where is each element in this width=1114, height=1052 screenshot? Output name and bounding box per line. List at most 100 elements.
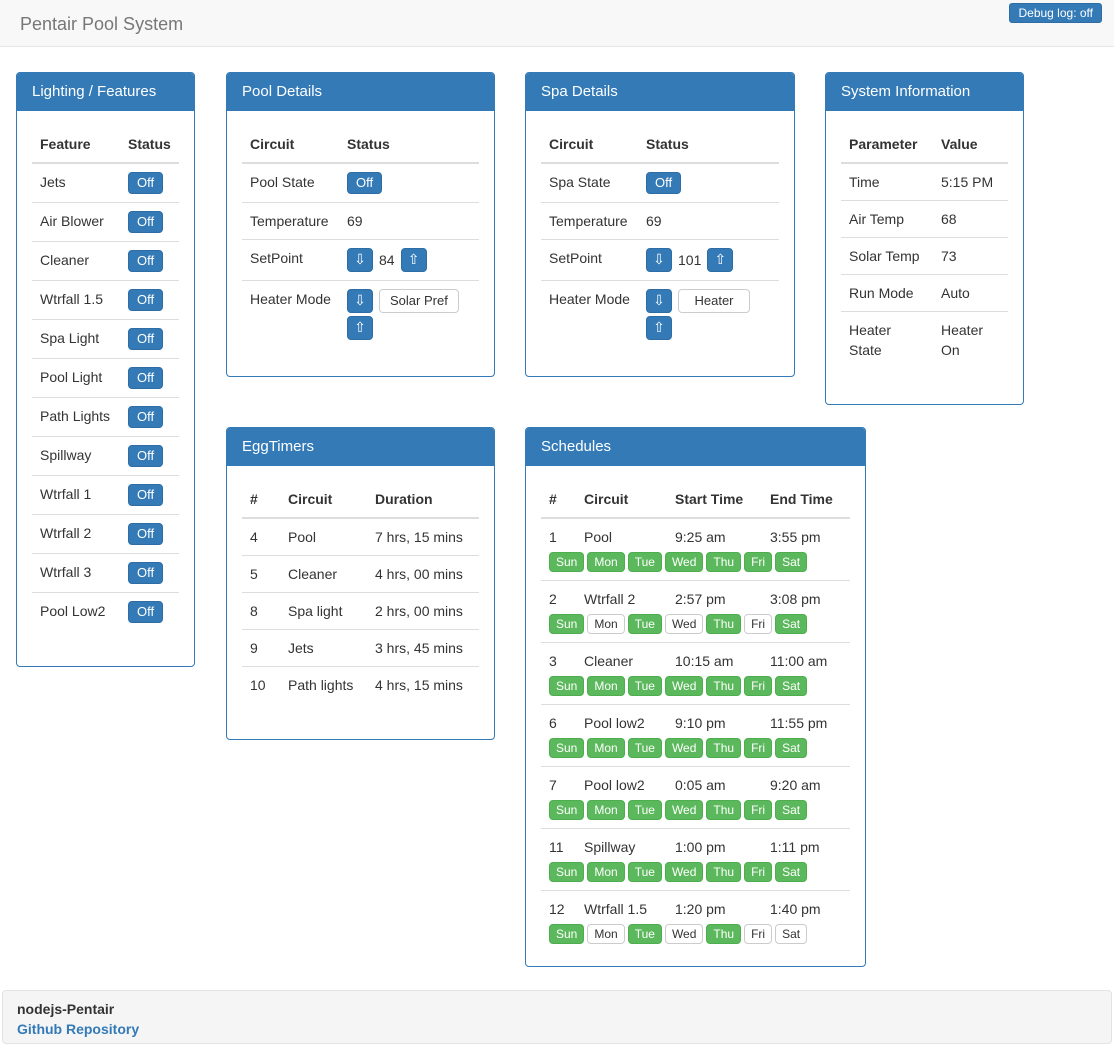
day-badge-wed[interactable]: Wed bbox=[664, 614, 704, 634]
eggtimer-id: 8 bbox=[242, 592, 280, 630]
pool-heater-mode-previous-button[interactable]: ⇩ bbox=[347, 289, 373, 313]
day-badge-tue[interactable]: Tue bbox=[627, 862, 662, 882]
day-badge-thu[interactable]: Thu bbox=[706, 924, 742, 944]
schedule-start-time: 1:20 pm bbox=[675, 901, 726, 917]
pool-setpoint-decrease-button[interactable]: ⇩ bbox=[347, 248, 373, 272]
day-badge-tue[interactable]: Tue bbox=[627, 614, 662, 634]
day-badge-sun[interactable]: Sun bbox=[549, 738, 585, 758]
project-name: nodejs-Pentair bbox=[17, 1001, 115, 1017]
feature-label: Wtrfall 2 bbox=[32, 514, 120, 554]
day-badge-mon[interactable]: Mon bbox=[587, 552, 625, 572]
day-badge-wed[interactable]: Wed bbox=[664, 552, 704, 572]
day-badge-tue[interactable]: Tue bbox=[627, 924, 662, 944]
eggtimer-duration: 7 hrs, 15 mins bbox=[367, 517, 479, 556]
day-badge-fri[interactable]: Fri bbox=[744, 552, 773, 572]
spa-heater-mode-next-button[interactable]: ⇧ bbox=[646, 316, 672, 340]
day-badge-fri[interactable]: Fri bbox=[744, 862, 773, 882]
feature-status-button[interactable]: Off bbox=[128, 250, 164, 272]
spa-temperature-label: Temperature bbox=[541, 202, 638, 240]
pool-heater-mode-next-button[interactable]: ⇧ bbox=[347, 316, 373, 340]
schedule-circuit: Pool low2 bbox=[584, 715, 645, 731]
feature-status-button[interactable]: Off bbox=[128, 484, 164, 506]
day-badge-sun[interactable]: Sun bbox=[549, 862, 585, 882]
day-badge-wed[interactable]: Wed bbox=[664, 924, 704, 944]
pool-setpoint-label: SetPoint bbox=[242, 239, 339, 281]
feature-status-button[interactable]: Off bbox=[128, 445, 164, 467]
day-badge-wed[interactable]: Wed bbox=[664, 676, 704, 696]
day-badge-thu[interactable]: Thu bbox=[706, 800, 742, 820]
day-badge-mon[interactable]: Mon bbox=[587, 738, 625, 758]
feature-status-button[interactable]: Off bbox=[128, 406, 164, 428]
feature-status-button[interactable]: Off bbox=[128, 328, 164, 350]
day-badge-sun[interactable]: Sun bbox=[549, 800, 585, 820]
day-badge-tue[interactable]: Tue bbox=[627, 800, 662, 820]
parameter-value: Auto bbox=[933, 274, 1008, 312]
table-row: Pool Light Off bbox=[32, 358, 179, 398]
day-badge-wed[interactable]: Wed bbox=[664, 862, 704, 882]
day-badge-sat[interactable]: Sat bbox=[775, 800, 808, 820]
day-badge-wed[interactable]: Wed bbox=[664, 800, 704, 820]
schedule-circuit: Pool low2 bbox=[584, 777, 645, 793]
pool-state-toggle-button[interactable]: Off bbox=[347, 172, 383, 194]
spa-heater-mode-value-button[interactable]: Heater bbox=[678, 289, 750, 313]
day-badge-mon[interactable]: Mon bbox=[587, 614, 625, 634]
pool-setpoint-value: 84 bbox=[379, 252, 395, 268]
day-badge-thu[interactable]: Thu bbox=[706, 738, 742, 758]
day-badge-wed[interactable]: Wed bbox=[664, 738, 704, 758]
feature-status-button[interactable]: Off bbox=[128, 211, 164, 233]
day-badge-mon[interactable]: Mon bbox=[587, 800, 625, 820]
day-badge-sun[interactable]: Sun bbox=[549, 614, 585, 634]
day-badge-sat[interactable]: Sat bbox=[775, 676, 808, 696]
day-badge-sun[interactable]: Sun bbox=[549, 676, 585, 696]
day-badge-tue[interactable]: Tue bbox=[627, 738, 662, 758]
github-repository-link[interactable]: Github Repository bbox=[17, 1021, 140, 1037]
feature-status-button[interactable]: Off bbox=[128, 601, 164, 623]
day-badge-mon[interactable]: Mon bbox=[587, 676, 625, 696]
day-badge-sat[interactable]: Sat bbox=[775, 738, 808, 758]
eggtimers-table: # Circuit Duration 4 Pool 7 hrs, 15 mins bbox=[242, 481, 479, 703]
day-badge-sat[interactable]: Sat bbox=[775, 924, 808, 944]
feature-label: Spa Light bbox=[32, 319, 120, 359]
day-badge-thu[interactable]: Thu bbox=[706, 614, 742, 634]
day-badge-thu[interactable]: Thu bbox=[706, 862, 742, 882]
table-row: Air Blower Off bbox=[32, 202, 179, 242]
day-badge-sat[interactable]: Sat bbox=[775, 614, 808, 634]
day-badge-thu[interactable]: Thu bbox=[706, 552, 742, 572]
column-header-feature: Feature bbox=[32, 126, 120, 164]
day-badge-tue[interactable]: Tue bbox=[627, 552, 662, 572]
feature-status-button[interactable]: Off bbox=[128, 523, 164, 545]
day-badge-sun[interactable]: Sun bbox=[549, 552, 585, 572]
day-badge-fri[interactable]: Fri bbox=[744, 738, 773, 758]
day-badge-thu[interactable]: Thu bbox=[706, 676, 742, 696]
day-badge-sat[interactable]: Sat bbox=[775, 552, 808, 572]
day-badge-sat[interactable]: Sat bbox=[775, 862, 808, 882]
pool-heater-mode-value-button[interactable]: Solar Pref bbox=[379, 289, 459, 313]
pool-setpoint-increase-button[interactable]: ⇧ bbox=[400, 248, 427, 272]
debug-log-button[interactable]: Debug log: off bbox=[1009, 3, 1102, 23]
feature-status-button[interactable]: Off bbox=[128, 367, 164, 389]
eggtimer-circuit: Jets bbox=[280, 629, 367, 667]
feature-status-button[interactable]: Off bbox=[128, 172, 164, 194]
spa-setpoint-increase-button[interactable]: ⇧ bbox=[707, 248, 734, 272]
eggtimer-duration: 4 hrs, 00 mins bbox=[367, 555, 479, 593]
spa-state-toggle-button[interactable]: Off bbox=[646, 172, 682, 194]
day-badge-tue[interactable]: Tue bbox=[627, 676, 662, 696]
feature-status-button[interactable]: Off bbox=[128, 289, 164, 311]
feature-label: Spillway bbox=[32, 436, 120, 476]
day-badge-mon[interactable]: Mon bbox=[587, 862, 625, 882]
day-badge-fri[interactable]: Fri bbox=[744, 676, 773, 696]
day-badge-fri[interactable]: Fri bbox=[744, 800, 773, 820]
spa-setpoint-decrease-button[interactable]: ⇩ bbox=[646, 248, 672, 272]
feature-label: Wtrfall 3 bbox=[32, 553, 120, 593]
day-badge-sun[interactable]: Sun bbox=[549, 924, 585, 944]
pool-state-label: Pool State bbox=[242, 162, 339, 203]
eggtimer-circuit: Path lights bbox=[280, 666, 367, 703]
day-badge-fri[interactable]: Fri bbox=[744, 924, 773, 944]
column-header-duration: Duration bbox=[367, 481, 479, 519]
feature-status-button[interactable]: Off bbox=[128, 562, 164, 584]
schedule-row: 1 Pool 9:25 am 3:55 pm Sun Mon Tue Wed Thu Fr… bbox=[541, 519, 850, 580]
schedule-start-time: 9:25 am bbox=[675, 529, 726, 545]
day-badge-fri[interactable]: Fri bbox=[744, 614, 773, 634]
day-badge-mon[interactable]: Mon bbox=[587, 924, 625, 944]
spa-heater-mode-previous-button[interactable]: ⇩ bbox=[646, 289, 672, 313]
